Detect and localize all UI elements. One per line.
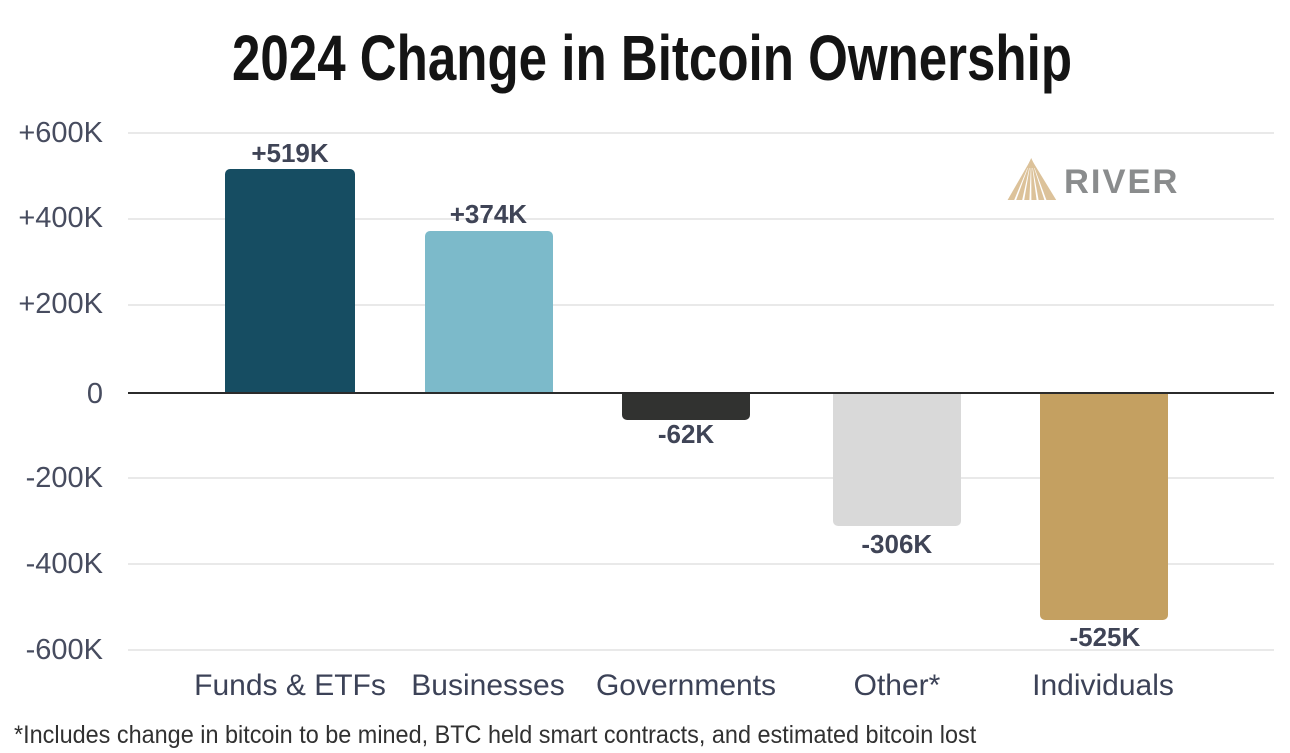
svg-text:RIVER: RIVER [1064,163,1179,201]
